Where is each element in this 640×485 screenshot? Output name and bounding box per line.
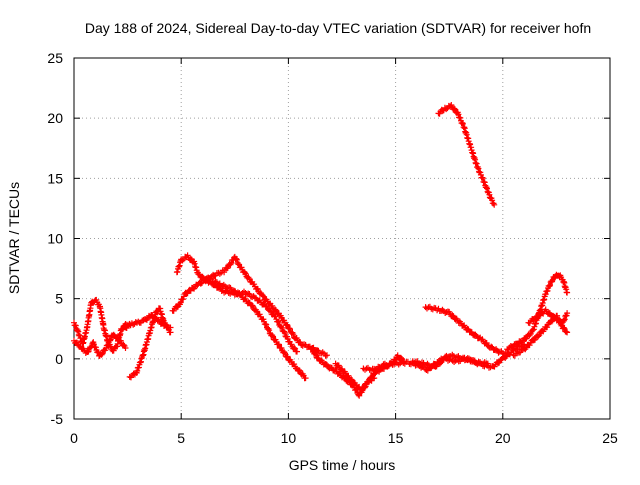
y-tick-label: 20 [47, 110, 63, 126]
x-axis-label: GPS time / hours [289, 457, 396, 473]
data-point-markers [504, 271, 571, 353]
series-arc-5 [169, 253, 330, 359]
series-arc-9 [332, 360, 378, 393]
grid-lines [74, 58, 610, 419]
y-tick-label: 25 [47, 50, 63, 66]
y-tick-label: 15 [47, 170, 63, 186]
data-point-markers [71, 296, 133, 354]
x-tick-label: 0 [70, 430, 78, 446]
data-point-markers [71, 331, 129, 359]
data-point-markers [203, 275, 309, 382]
series-arc-11 [409, 354, 491, 371]
series-arc-12 [422, 303, 511, 358]
series-arc-7 [203, 275, 309, 382]
x-tick-label: 25 [602, 430, 618, 446]
x-tick-label: 15 [388, 430, 404, 446]
x-tick-label: 5 [177, 430, 185, 446]
data-point-markers [332, 360, 378, 393]
series-arc-14 [504, 271, 571, 353]
data-points [71, 102, 571, 399]
y-tick-label: 10 [47, 231, 63, 247]
series-arc-1 [71, 296, 133, 354]
y-tick-label: -5 [51, 411, 64, 427]
data-point-markers [422, 303, 511, 358]
series-arc-16 [525, 306, 571, 327]
series-arc-13 [435, 102, 498, 208]
data-point-markers [409, 354, 491, 371]
chart-title: Day 188 of 2024, Sidereal Day-to-day VTE… [85, 20, 591, 36]
data-point-markers [169, 253, 330, 359]
y-tick-label: 0 [55, 351, 63, 367]
axis-ticks: 0 5 10 15 20 25 -5 0 5 10 15 20 25 [47, 50, 618, 446]
data-point-markers [435, 102, 498, 208]
series-arc-4 [126, 305, 174, 381]
series-arc-2 [71, 331, 129, 359]
data-point-markers [525, 306, 571, 327]
y-axis-label: SDTVAR / TECUs [6, 182, 22, 294]
x-tick-label: 20 [495, 430, 511, 446]
y-tick-label: 5 [55, 291, 63, 307]
x-tick-label: 10 [281, 430, 297, 446]
data-point-markers [126, 305, 174, 381]
